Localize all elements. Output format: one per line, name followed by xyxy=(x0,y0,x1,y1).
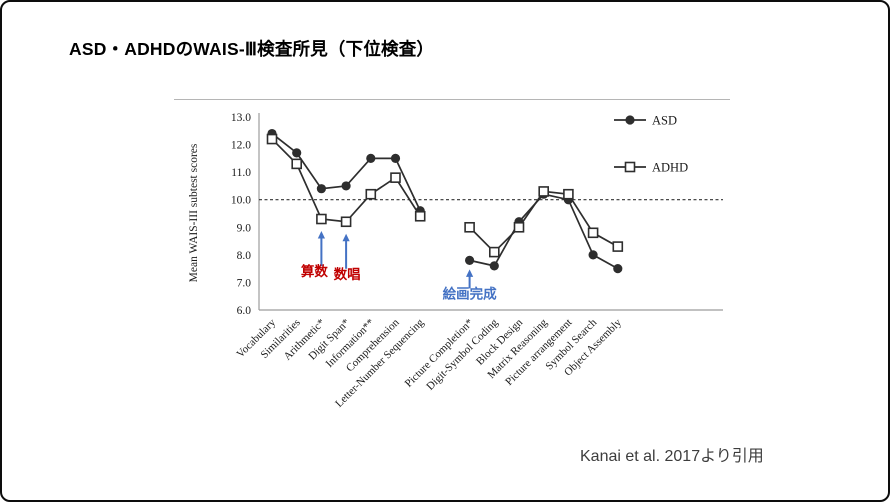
series-adhd-line xyxy=(468,190,619,254)
annotation-label: 数唱 xyxy=(334,266,361,282)
series-adhd-marker xyxy=(266,133,278,145)
annotation-arrowhead xyxy=(466,269,474,277)
series-adhd-marker xyxy=(365,188,377,200)
series-adhd-marker xyxy=(538,186,550,197)
series-adhd-marker xyxy=(340,216,352,228)
series-asd-marker xyxy=(489,261,499,271)
chart-area: 13.0 12.0 11.0 10.0 9.0 8.0 7.0 6.0 Mean WAIS-II… xyxy=(167,97,742,437)
series-asd-marker xyxy=(316,184,326,194)
y-tick-label: 11.0 xyxy=(231,167,251,179)
y-tick-label: 8.0 xyxy=(237,250,252,262)
slide-title: ASD・ADHDのWAIS-Ⅲ検査所見（下位検査） xyxy=(69,39,435,59)
y-tick-label: 13.0 xyxy=(231,112,251,124)
annotation-label: 絵画完成 xyxy=(443,285,497,301)
series-adhd-marker xyxy=(488,246,500,258)
series-asd-marker xyxy=(366,153,376,163)
series-adhd-marker xyxy=(563,188,574,200)
series-adhd-marker xyxy=(513,221,525,233)
y-tick-label: 7.0 xyxy=(237,277,252,289)
series-asd-marker xyxy=(613,264,623,274)
legend-adhd-marker xyxy=(624,161,636,173)
series-adhd-marker xyxy=(316,213,327,225)
annotation-arrowhead xyxy=(342,233,350,242)
series-asd-marker xyxy=(465,255,475,265)
series-adhd-marker xyxy=(587,227,599,239)
series-asd-marker xyxy=(588,250,598,260)
series-adhd-marker xyxy=(414,210,426,222)
series-asd-line xyxy=(271,132,421,212)
series-adhd-marker xyxy=(464,221,475,233)
annotation-label: 算数 xyxy=(301,263,328,279)
y-tick-label: 6.0 xyxy=(237,305,252,317)
legend-adhd-label: ADHD xyxy=(652,161,688,175)
y-tick-label: 12.0 xyxy=(231,140,251,152)
wais-chart-svg: 13.0 12.0 11.0 10.0 9.0 8.0 7.0 6.0 Mean WAIS-II… xyxy=(174,99,730,410)
series-adhd-marker xyxy=(291,158,302,170)
y-axis-title: Mean WAIS-III subtest scores xyxy=(188,143,200,282)
legend-asd-marker xyxy=(625,115,635,125)
legend-asd-label: ASD xyxy=(652,114,677,128)
series-asd-marker xyxy=(292,148,302,158)
citation-text: Kanai et al. 2017より引用 xyxy=(580,448,764,465)
y-tick-label: 9.0 xyxy=(237,222,252,234)
series-asd-marker xyxy=(341,181,351,191)
series-adhd-marker xyxy=(612,241,624,252)
annotation-arrowhead xyxy=(317,231,325,239)
y-tick-label: 10.0 xyxy=(231,195,251,207)
series-adhd-marker xyxy=(390,172,401,183)
series-asd-marker xyxy=(390,153,401,163)
